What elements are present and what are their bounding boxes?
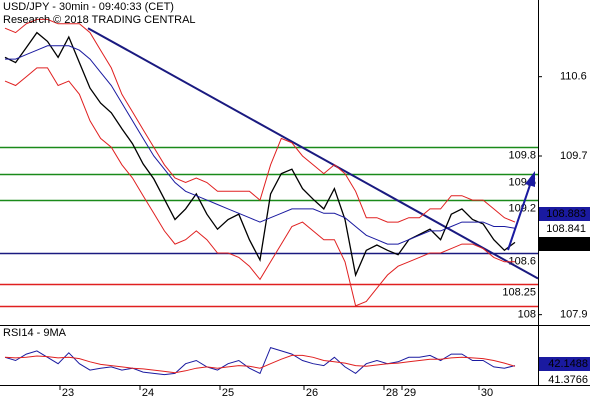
chart-title: USD/JPY - 30min - 09:40:33 (CET) — [3, 1, 174, 13]
series-line — [5, 45, 516, 245]
x-tick-label: 30 — [481, 387, 493, 399]
level-label: 109.8 — [508, 149, 536, 161]
forecast-arrowhead — [525, 171, 535, 187]
level-label: 108 — [518, 308, 536, 320]
x-tick-label: 24 — [142, 387, 154, 399]
series-line — [4, 67, 515, 307]
series-line — [4, 354, 516, 374]
trendline — [87, 27, 539, 280]
y-tick-label: 110.6 — [560, 71, 587, 83]
x-tick-label: 25 — [222, 387, 234, 399]
series-line — [4, 18, 516, 223]
price-marker: 108.841 — [546, 223, 586, 235]
y-tick-label: 107.9 — [560, 309, 588, 321]
price-marker-box — [539, 207, 590, 221]
chart-subtitle: Research © 2018 TRADING CENTRAL — [3, 14, 196, 26]
y-tick-label: 109.7 — [560, 150, 588, 162]
x-tick-label: 29 — [404, 387, 416, 399]
level-label: 108.25 — [502, 286, 536, 298]
forecast-arrow — [507, 181, 532, 251]
price-marker-box — [539, 237, 590, 251]
x-tick-label: 23 — [62, 387, 74, 399]
series-line — [4, 31, 516, 278]
series-line — [4, 346, 516, 376]
level-label: 108.6 — [508, 255, 536, 267]
rsi-marker: 42.1488 — [548, 358, 588, 370]
rsi-marker: 41.3766 — [548, 374, 588, 386]
x-tick-label: 26 — [306, 387, 318, 399]
rsi-title: RSI14 - 9MA — [3, 327, 67, 339]
rsi-marker-box — [539, 357, 590, 371]
price-marker: 108.883 — [546, 208, 586, 220]
x-tick-label: 28 — [386, 387, 398, 399]
price-marker: 108.719 — [546, 238, 586, 250]
